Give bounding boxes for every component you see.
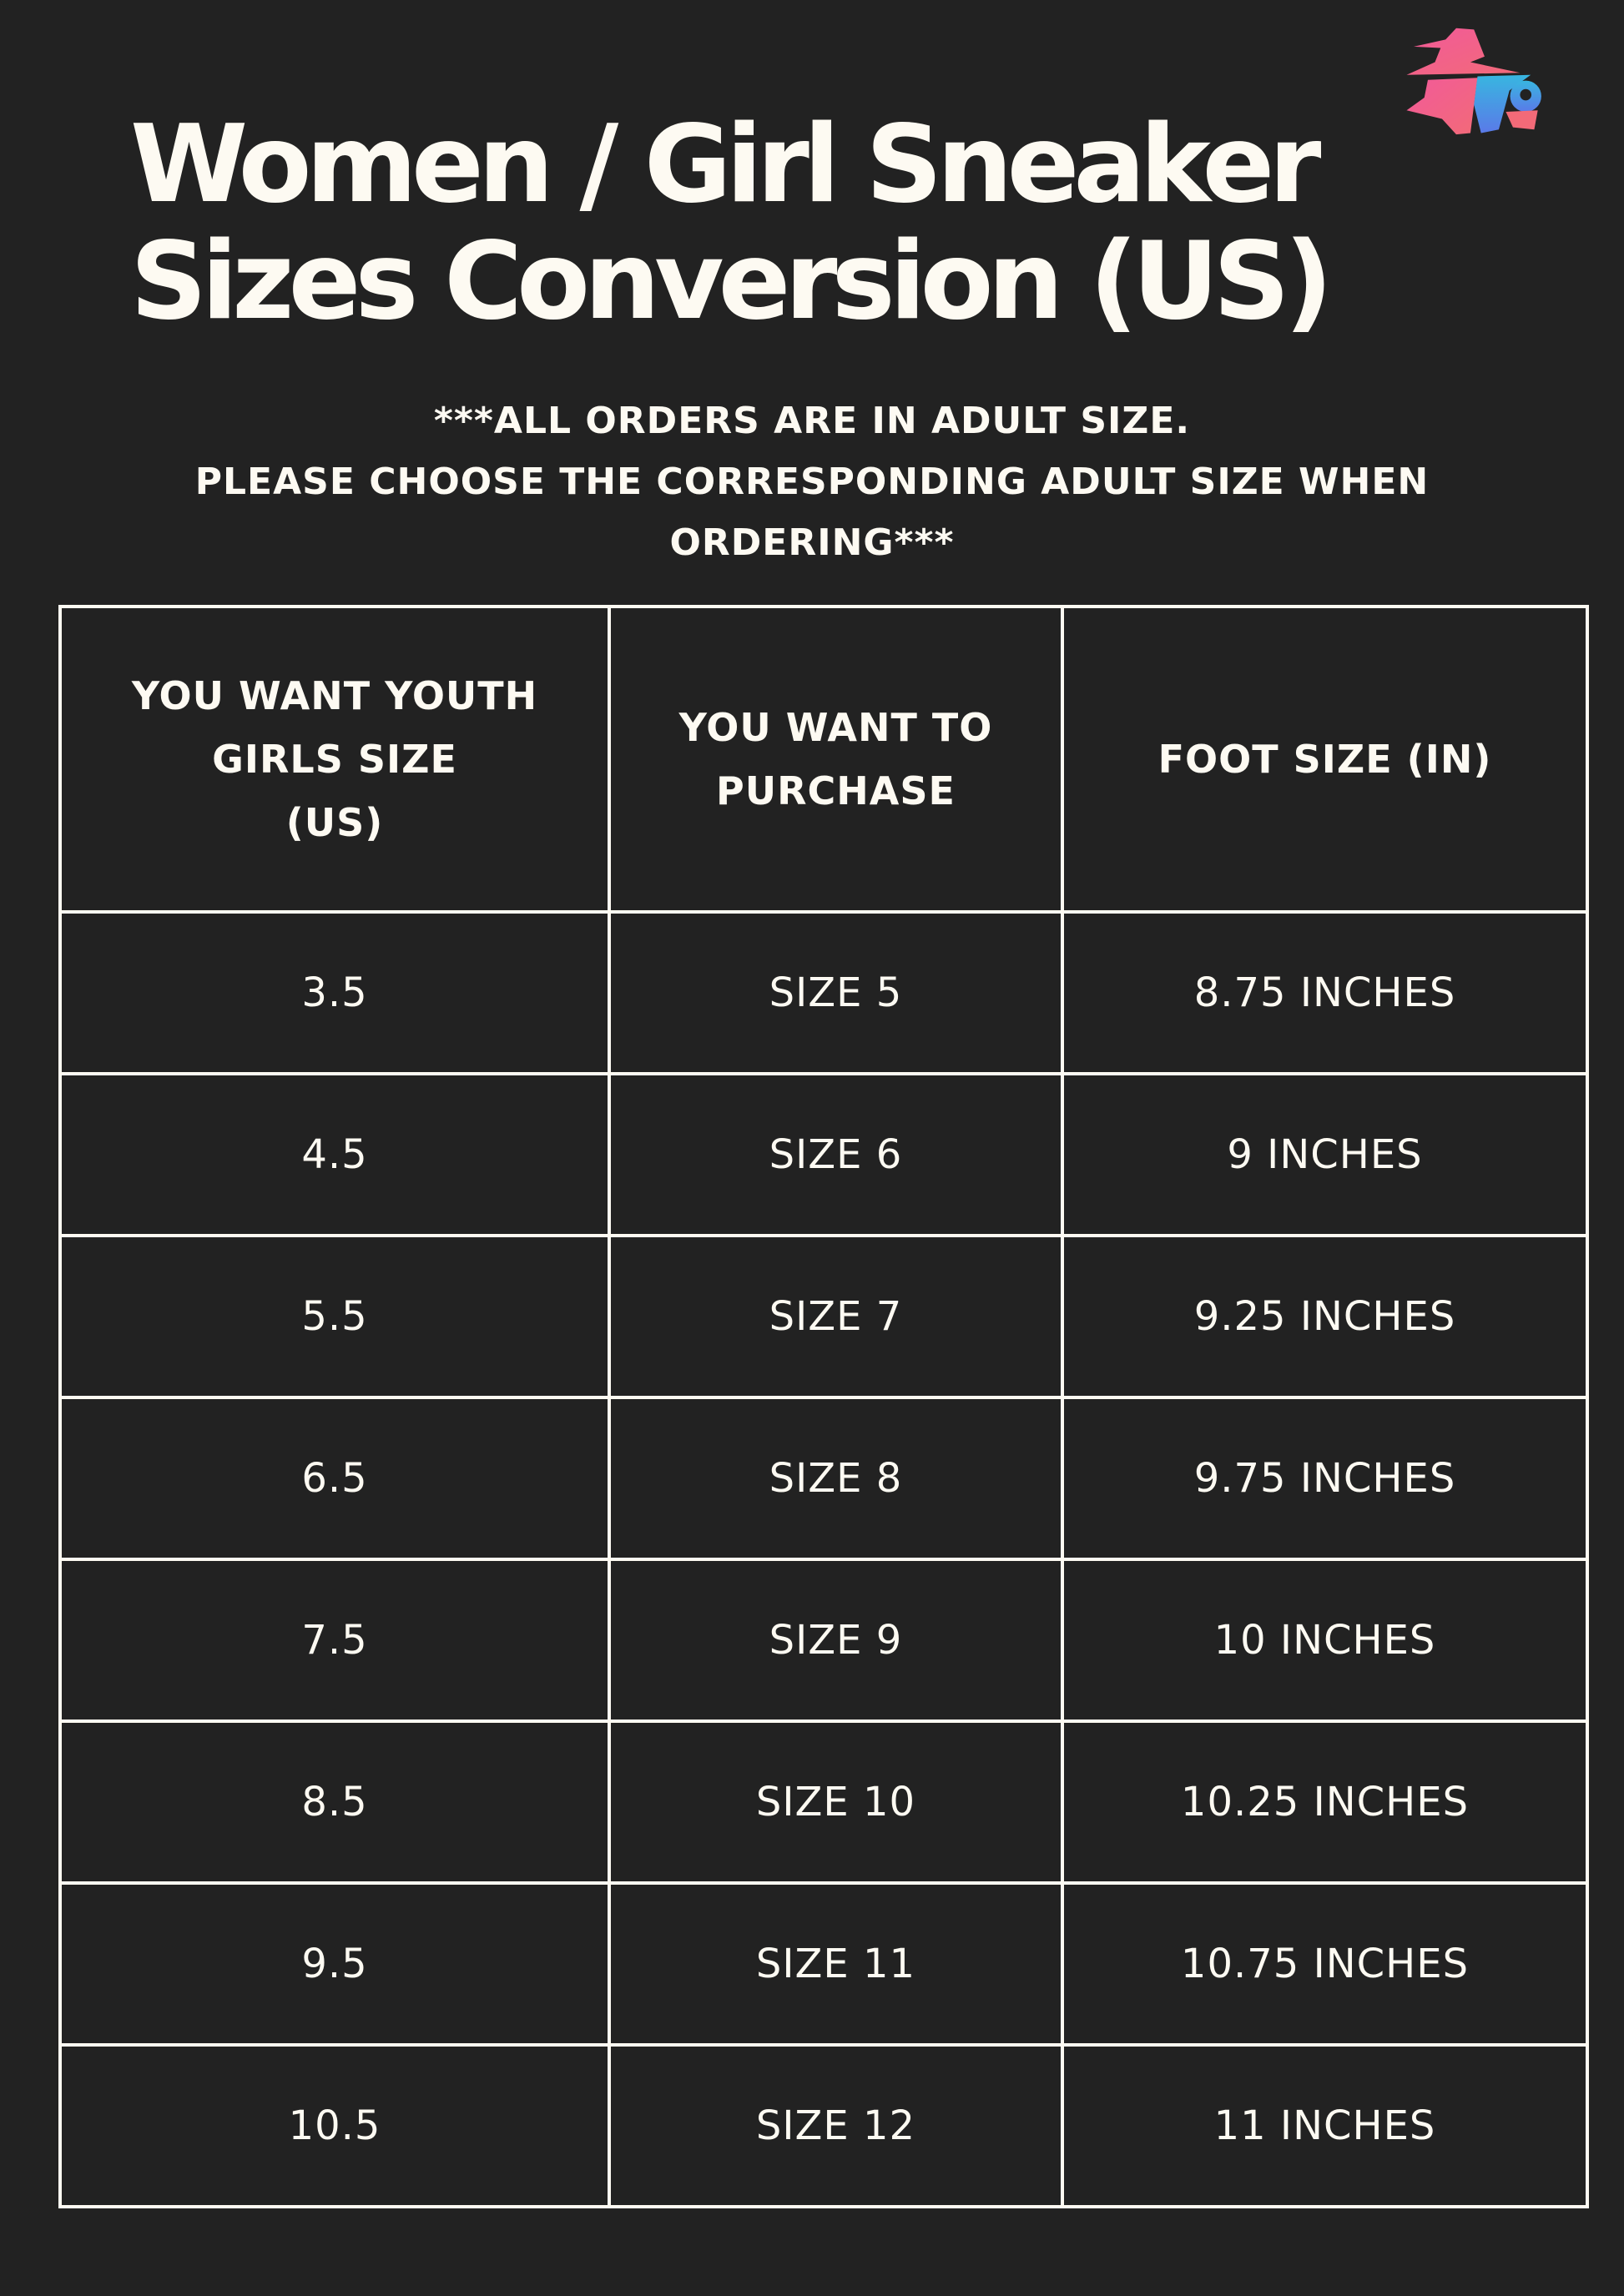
foot-size-cell: 9 INCHES [1061, 1072, 1589, 1237]
youth-size-cell: 5.5 [58, 1234, 611, 1399]
purchase-size-cell: SIZE 7 [608, 1234, 1064, 1399]
title-line-2: Sizes Conversion (US) [130, 219, 1333, 344]
wizard-logo-icon [1406, 28, 1541, 135]
table-header-row: YOU WANT YOUTH GIRLS SIZE (US) YOU WANT … [58, 605, 1589, 914]
foot-size-cell: 8.75 INCHES [1061, 910, 1589, 1075]
table-row: 7.5 SIZE 9 10 INCHES [58, 1558, 1589, 1723]
foot-size-cell: 10.25 INCHES [1061, 1719, 1589, 1885]
notice-line-3: ORDERING*** [669, 521, 955, 564]
header-purchase-size: YOU WANT TO PURCHASE [608, 605, 1064, 914]
table-row: 3.5 SIZE 5 8.75 INCHES [58, 910, 1589, 1075]
youth-size-cell: 8.5 [58, 1719, 611, 1885]
purchase-size-cell: SIZE 10 [608, 1719, 1064, 1885]
table-row: 8.5 SIZE 10 10.25 INCHES [58, 1719, 1589, 1885]
foot-size-cell: 11 INCHES [1061, 2043, 1589, 2208]
foot-size-cell: 10 INCHES [1061, 1558, 1589, 1723]
purchase-size-cell: SIZE 9 [608, 1558, 1064, 1723]
youth-size-cell: 3.5 [58, 910, 611, 1075]
purchase-size-cell: SIZE 5 [608, 910, 1064, 1075]
header-youth-size: YOU WANT YOUTH GIRLS SIZE (US) [58, 605, 611, 914]
youth-size-cell: 4.5 [58, 1072, 611, 1237]
purchase-size-cell: SIZE 8 [608, 1396, 1064, 1561]
purchase-size-cell: SIZE 11 [608, 1881, 1064, 2047]
notice-line-2: PLEASE CHOOSE THE CORRESPONDING ADULT SI… [194, 461, 1430, 503]
title-line-1: Women / Girl Sneaker [130, 103, 1321, 227]
foot-size-cell: 9.75 INCHES [1061, 1396, 1589, 1561]
header-foot-size: FOOT SIZE (IN) [1061, 605, 1589, 914]
purchase-size-cell: SIZE 6 [608, 1072, 1064, 1237]
youth-size-cell: 7.5 [58, 1558, 611, 1723]
foot-size-cell: 10.75 INCHES [1061, 1881, 1589, 2047]
order-notice: ***ALL ORDERS ARE IN ADULT SIZE. PLEASE … [0, 390, 1624, 573]
page-title: Women / Girl Sneaker Sizes Conversion (U… [130, 107, 1382, 340]
size-conversion-table: YOU WANT YOUTH GIRLS SIZE (US) YOU WANT … [58, 605, 1589, 2208]
table-row: 9.5 SIZE 11 10.75 INCHES [58, 1881, 1589, 2047]
table-row: 10.5 SIZE 12 11 INCHES [58, 2043, 1589, 2208]
youth-size-cell: 6.5 [58, 1396, 611, 1561]
table-row: 6.5 SIZE 8 9.75 INCHES [58, 1396, 1589, 1561]
notice-line-1: ***ALL ORDERS ARE IN ADULT SIZE. [433, 400, 1191, 442]
youth-size-cell: 9.5 [58, 1881, 611, 2047]
purchase-size-cell: SIZE 12 [608, 2043, 1064, 2208]
youth-size-cell: 10.5 [58, 2043, 611, 2208]
foot-size-cell: 9.25 INCHES [1061, 1234, 1589, 1399]
table-row: 5.5 SIZE 7 9.25 INCHES [58, 1234, 1589, 1399]
